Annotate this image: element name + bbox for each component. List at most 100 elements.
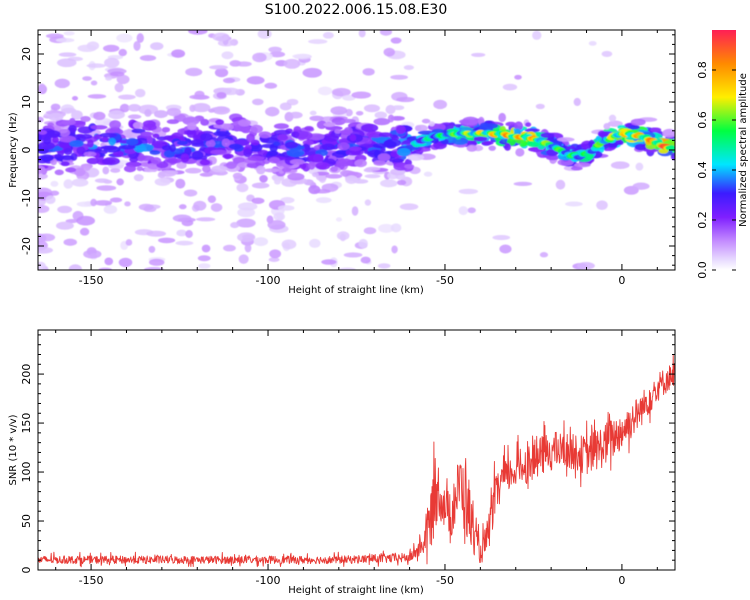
spectrogram-band-blob	[166, 158, 183, 164]
spectrogram-noise-blob	[471, 52, 486, 57]
spectrogram-noise-blob	[175, 240, 194, 246]
spectrogram-noise-blob	[45, 33, 64, 39]
spectrogram-noise-blob	[176, 229, 188, 237]
spectrogram-noise-blob	[90, 80, 98, 86]
spectrogram-band-blob	[176, 140, 189, 146]
spectrogram-band-blob	[63, 147, 73, 155]
colorbar-tick-label: 0.8	[696, 61, 709, 79]
spectrogram-noise-blob	[330, 106, 348, 115]
spectrogram-noise-blob	[83, 249, 102, 259]
spectrogram-band-blob	[228, 143, 242, 150]
spectrogram-band-blob	[152, 133, 160, 139]
spectrogram-band-blob	[389, 158, 405, 163]
spectrogram-noise-blob	[363, 227, 377, 235]
spectrogram-band-blob	[118, 144, 136, 150]
spectrogram-band-blob	[295, 131, 313, 140]
spectrogram-band-blob	[634, 143, 647, 151]
y-tick-label: 10	[20, 95, 33, 109]
spectrogram-noise-blob	[267, 220, 286, 230]
spectrogram-band-blob	[169, 144, 177, 153]
spectrogram-band-blob	[397, 148, 411, 157]
y-tick-label: 50	[20, 514, 33, 528]
spectrogram-band-blob	[267, 150, 279, 157]
snr-panel: -150 -100 -50 0 0 50 100 150 200 Height of strai…	[8, 329, 676, 596]
spectrogram-band-blob	[322, 143, 336, 151]
spectrogram-noise-blob	[281, 239, 297, 250]
spectrogram-band-blob	[557, 137, 575, 142]
spectrogram-band-blob	[308, 154, 324, 163]
spectrogram-noise-blob	[338, 267, 356, 270]
spectrogram-noise-blob	[86, 63, 106, 68]
spectrogram-band-blob	[133, 174, 144, 182]
spectrogram-noise-blob	[358, 238, 368, 249]
spectrogram-noise-blob	[610, 161, 630, 169]
spectrogram-band-blob	[161, 145, 172, 151]
spectrogram-band-blob	[432, 128, 445, 133]
spectrogram-band-blob	[284, 141, 299, 149]
spectrogram-noise-blob	[374, 111, 388, 119]
spectrogram-band-blob	[482, 140, 494, 145]
spectrogram-band-blob	[304, 126, 314, 131]
spectrogram-noise-blob	[207, 195, 217, 203]
y-tick-label: 0	[20, 147, 33, 154]
spectrogram-band-blob	[466, 144, 478, 152]
spectrogram-band-blob	[380, 179, 398, 188]
spectrogram-band-blob	[308, 185, 321, 195]
spectrogram-band-blob	[498, 112, 507, 123]
spectrogram-noise-blob	[103, 204, 118, 214]
spectrogram-noise-blob	[171, 49, 186, 58]
spectrogram-band-blob	[215, 119, 225, 126]
spectrogram-noise-blob	[336, 231, 350, 241]
spectrogram-band-blob	[670, 152, 675, 161]
spectrogram-band-blob	[93, 111, 106, 121]
spectrogram-band-blob	[68, 124, 77, 133]
spectrogram-noise-blob	[55, 221, 74, 230]
spectrogram-band-blob	[473, 136, 488, 142]
spectrogram-noise-blob	[396, 96, 415, 103]
spectrogram-band-blob	[100, 145, 118, 150]
spectrogram-noise-blob	[532, 30, 542, 40]
spectrogram-noise-blob	[573, 97, 581, 107]
spectrogram-band-blob	[61, 107, 77, 114]
spectrogram-band-blob	[186, 128, 197, 138]
spectrogram-noise-blob	[172, 214, 192, 222]
spectrogram-noise-blob	[378, 223, 395, 233]
spectrogram-noise-blob	[335, 217, 343, 222]
spectrogram-noise-blob	[198, 263, 211, 269]
spectrogram-band-blob	[292, 131, 300, 138]
colorbar: 0.0 0.2 0.4 0.6 0.8 Normalized spectral ampl…	[696, 30, 749, 279]
spectrogram-noise-blob	[57, 58, 77, 68]
spectrogram-noise-blob	[223, 244, 236, 252]
spectrogram-noise-blob	[257, 30, 272, 39]
spectrogram-band-blob	[102, 166, 110, 175]
spectrogram-band-blob	[407, 153, 425, 161]
spectrogram-noise-blob	[55, 37, 75, 43]
spectrogram-band-blob	[127, 103, 142, 112]
spectrogram-noise-blob	[358, 30, 366, 38]
spectrogram-noise-blob	[201, 244, 211, 253]
spectrogram-band-blob	[452, 137, 469, 146]
spectrogram-band-blob	[71, 178, 89, 187]
spectrogram-band-blob	[391, 135, 400, 141]
spectrogram-noise-blob	[214, 67, 229, 78]
spectrogram-band-blob	[182, 116, 200, 126]
spectrogram-noise-blob	[253, 237, 269, 247]
spectrogram-band-blob	[428, 121, 435, 127]
spectrogram-band-blob	[79, 133, 93, 140]
spectrogram-band-blob	[335, 158, 354, 167]
spectrogram-band-blob	[312, 171, 319, 178]
spectrogram-noise-blob	[76, 215, 96, 226]
spectrogram-noise-blob	[279, 102, 292, 111]
spectrogram-noise-blob	[185, 230, 193, 238]
spectrogram-noise-blob	[377, 263, 391, 269]
spectrogram-noise-blob	[38, 83, 46, 92]
spectrogram-band-blob	[421, 118, 431, 124]
spectrogram-band-blob	[191, 150, 204, 160]
spectrogram-noise-blob	[343, 252, 363, 258]
spectrogram-noise-blob	[57, 205, 73, 214]
snr-marks	[38, 354, 675, 568]
spectrogram-noise-blob	[499, 244, 512, 254]
spectrogram-band-blob	[309, 115, 324, 122]
spectrogram-noise-blob	[321, 259, 337, 265]
